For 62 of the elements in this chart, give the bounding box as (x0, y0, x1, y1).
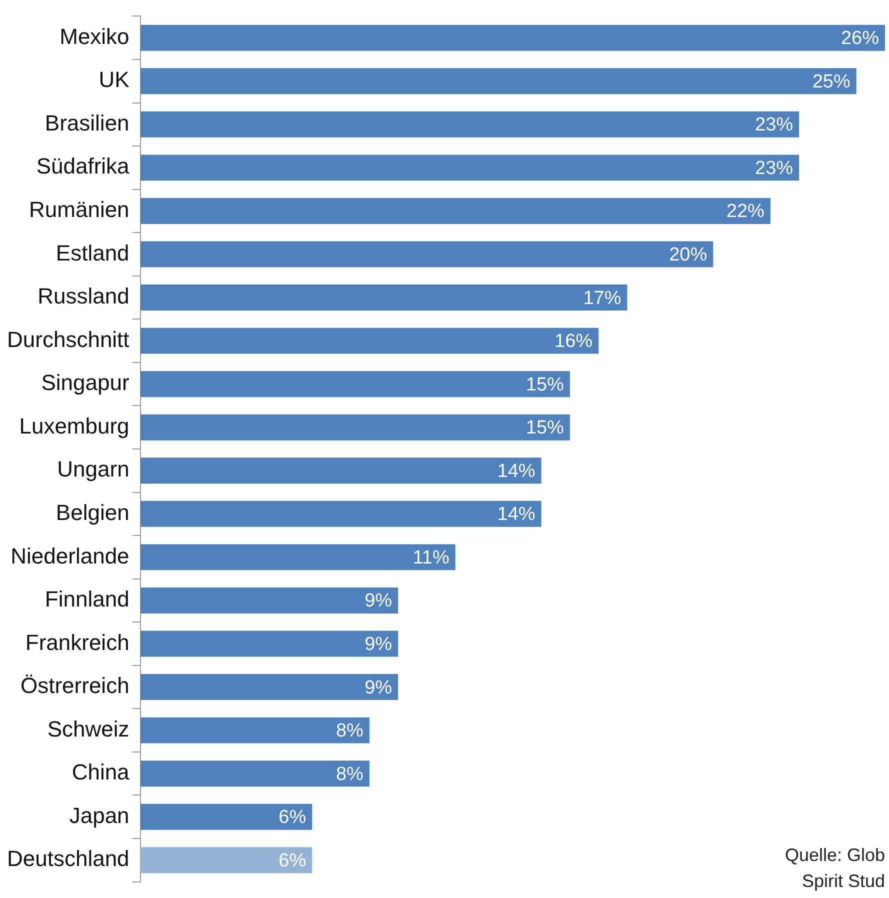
y-tick-label: Östrerreich (20, 673, 130, 698)
bar (140, 717, 370, 744)
data-label: 9% (364, 677, 392, 698)
y-tick-label: Deutschland (6, 846, 130, 872)
y-tick-label: UK (98, 67, 130, 92)
y-tick-label: Brasilien (44, 110, 130, 136)
bar (140, 674, 398, 700)
bar (140, 804, 312, 830)
y-tick-label: Singapur (41, 370, 130, 396)
y-tick-label: China (72, 760, 130, 785)
y-tick-label: Russland (38, 284, 130, 309)
bar (140, 111, 800, 138)
data-label: 16% (554, 331, 593, 352)
y-tick-label: Japan (69, 802, 130, 828)
y-tick-label: Durchschnitt (7, 326, 130, 352)
bar (140, 284, 628, 311)
data-label: 9% (364, 634, 392, 655)
bar (140, 587, 398, 614)
data-label: 17% (583, 288, 622, 309)
data-label: 6% (278, 807, 306, 828)
y-tick-label: Niederlande (10, 543, 130, 568)
data-label: 9% (364, 590, 392, 612)
data-label: 8% (336, 764, 364, 785)
y-tick-label: Finnland (44, 586, 130, 612)
y-tick-label: Mexiko (60, 24, 130, 49)
data-label: 6% (278, 850, 306, 872)
data-label: 20% (669, 244, 708, 266)
bar (140, 544, 456, 570)
bar (140, 154, 800, 181)
data-label: 8% (336, 720, 364, 742)
annotation: Spirit Stud (802, 870, 885, 891)
y-tick-label: Ungarn (57, 456, 130, 482)
y-tick-label: Südafrika (36, 154, 130, 179)
data-label: 22% (726, 201, 765, 222)
bar (140, 458, 542, 484)
y-tick-label: Rumänien (29, 197, 130, 222)
data-label: 23% (755, 114, 794, 136)
data-label: 11% (412, 547, 450, 568)
y-tick-label: Schweiz (47, 716, 130, 742)
bar (140, 847, 312, 874)
bar (140, 241, 714, 268)
bar (140, 328, 599, 354)
y-tick-label: Frankreich (25, 630, 130, 655)
y-tick-label: Luxemburg (19, 413, 130, 438)
data-label: 15% (526, 418, 564, 439)
data-label: 23% (755, 158, 794, 179)
data-label: 26% (840, 28, 880, 50)
bar (140, 630, 398, 657)
bar (140, 371, 570, 398)
data-label: 15% (526, 374, 564, 396)
bar (140, 68, 856, 94)
data-label: 14% (497, 504, 536, 526)
data-label: 25% (812, 71, 850, 92)
bar (140, 24, 885, 51)
y-tick-label: Estland (56, 240, 130, 266)
annotation: Quelle: Glob (784, 844, 885, 865)
bar (140, 760, 370, 787)
bar (140, 500, 542, 527)
bar (140, 414, 570, 440)
bar (140, 198, 770, 224)
y-tick-label: Belgien (56, 500, 130, 525)
data-label: 14% (497, 460, 536, 482)
